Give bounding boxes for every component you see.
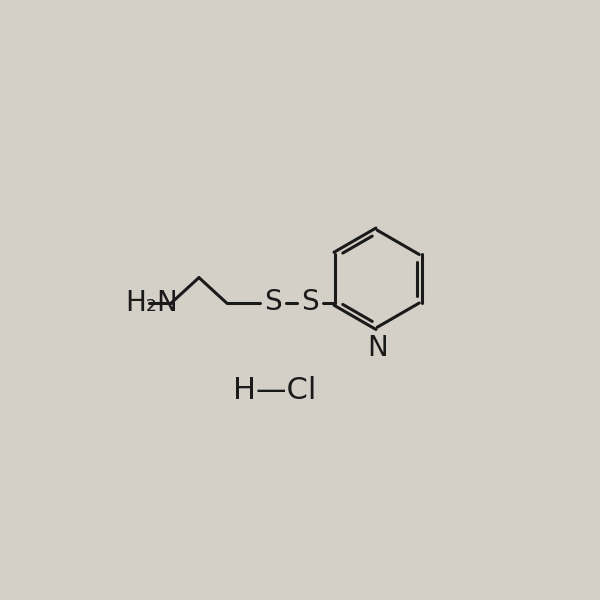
- Text: H₂N: H₂N: [125, 289, 178, 317]
- Text: S: S: [264, 288, 281, 316]
- Text: S: S: [301, 288, 319, 316]
- Text: N: N: [367, 334, 388, 362]
- Text: H—Cl: H—Cl: [233, 376, 317, 405]
